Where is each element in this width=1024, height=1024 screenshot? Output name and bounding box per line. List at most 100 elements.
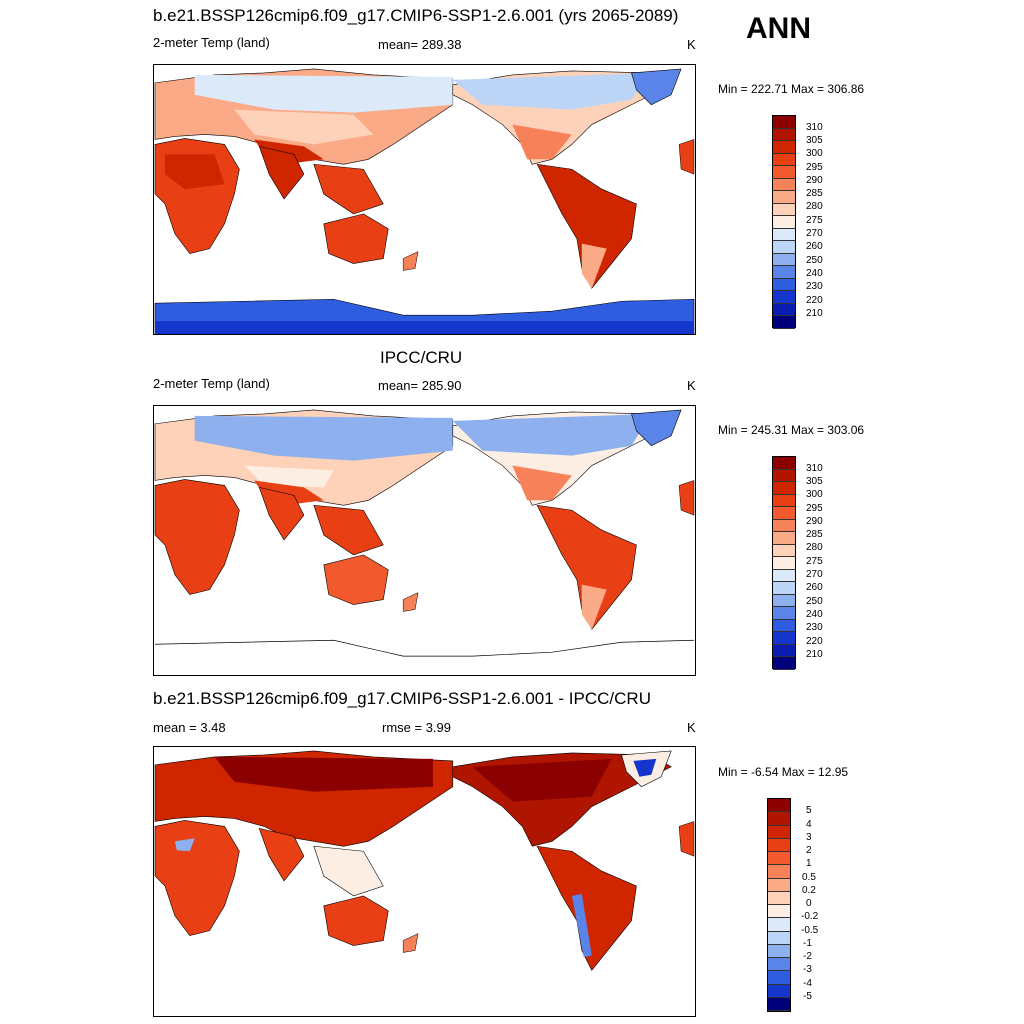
colorbar-label: 260 <box>806 582 823 593</box>
colorbar-swatch <box>773 291 795 304</box>
colorbar-swatch <box>768 944 790 958</box>
australia-region <box>323 213 389 264</box>
colorbar-label: 240 <box>806 609 823 620</box>
colorbar-model <box>772 115 796 329</box>
panel-minmax-model: Min = 222.71 Max = 306.86 <box>718 82 865 96</box>
colorbar-label: -0.2 <box>801 911 819 922</box>
colorbar-label: -4 <box>803 978 812 989</box>
panel-minmax-obs: Min = 245.31 Max = 303.06 <box>718 423 865 437</box>
map-model-svg <box>154 68 695 334</box>
map-diff-svg <box>154 750 695 971</box>
map-obs <box>153 405 696 676</box>
colorbar-swatch <box>768 878 790 892</box>
colorbar-swatch <box>773 203 795 217</box>
map-model <box>153 64 696 335</box>
map-obs-svg <box>154 409 695 657</box>
colorbar-swatch <box>773 303 795 317</box>
colorbar-label: -1 <box>803 938 812 949</box>
colorbar-label: 275 <box>806 556 823 567</box>
australia-region <box>323 554 389 605</box>
colorbar-swatch <box>773 228 795 242</box>
colorbar-swatch <box>768 918 790 932</box>
colorbar-label: 250 <box>806 255 823 266</box>
colorbar-swatch <box>773 582 795 595</box>
panel-title-model: b.e21.BSSP126cmip6.f09_g17.CMIP6-SSP1-2.… <box>153 6 679 25</box>
colorbar-swatch <box>773 632 795 645</box>
australia-region <box>323 895 389 946</box>
colorbar-swatch <box>773 469 795 483</box>
africa-region <box>154 820 240 936</box>
colorbar-label: 280 <box>806 542 823 553</box>
colorbar-label: 1 <box>806 858 812 869</box>
colorbar-swatch <box>773 128 795 142</box>
colorbar-swatch <box>768 997 790 1011</box>
colorbar-swatch <box>773 153 795 167</box>
colorbar-swatch <box>768 852 790 866</box>
south-america-region <box>536 163 637 289</box>
colorbar-label: 305 <box>806 135 823 146</box>
colorbar-swatch <box>773 619 795 633</box>
panel-minmax-diff: Min = -6.54 Max = 12.95 <box>718 765 849 779</box>
south-america-region <box>536 845 637 971</box>
south-america-region <box>536 504 637 630</box>
colorbar-label: -0.5 <box>801 925 819 936</box>
colorbar-label: 2 <box>806 845 812 856</box>
colorbar-label: 260 <box>806 241 823 252</box>
greenland-region <box>631 409 682 447</box>
colorbar-label: 240 <box>806 268 823 279</box>
panel-left-label-model: 2-meter Temp (land) <box>153 35 270 50</box>
colorbar-swatch <box>768 891 790 905</box>
colorbar-swatch <box>768 799 790 813</box>
colorbar-swatch <box>773 494 795 508</box>
colorbar-swatch <box>768 812 790 826</box>
colorbar-swatch <box>773 644 795 658</box>
colorbar-label: 285 <box>806 529 823 540</box>
colorbar-label: -3 <box>803 964 812 975</box>
colorbar-label: 230 <box>806 281 823 292</box>
colorbar-swatch <box>773 482 795 495</box>
colorbar-label: 275 <box>806 215 823 226</box>
panel-units-obs: K <box>687 378 696 393</box>
india-region <box>258 486 305 541</box>
colorbar-swatch <box>773 266 795 279</box>
colorbar-swatch <box>773 241 795 254</box>
panel-left-label-obs: 2-meter Temp (land) <box>153 376 270 391</box>
colorbar-label: -5 <box>803 991 812 1002</box>
colorbar-swatch <box>768 865 790 879</box>
colorbar-swatch <box>773 278 795 292</box>
colorbar-label: 0.5 <box>802 872 816 883</box>
colorbar-swatch <box>773 657 795 670</box>
colorbar-swatch <box>773 557 795 570</box>
colorbar-swatch <box>773 191 795 204</box>
colorbar-label: 270 <box>806 228 823 239</box>
colorbar-label: 300 <box>806 148 823 159</box>
colorbar-swatch <box>768 958 790 972</box>
colorbar-swatch <box>773 457 795 470</box>
colorbar-swatch <box>768 838 790 852</box>
colorbar-swatch <box>773 519 795 533</box>
map-diff <box>153 746 696 1017</box>
colorbar-label: 290 <box>806 175 823 186</box>
colorbar-swatch <box>773 116 795 129</box>
colorbar-swatch <box>768 905 790 919</box>
colorbar-label: 250 <box>806 596 823 607</box>
panel-center-label-obs: mean= 285.90 <box>378 378 462 393</box>
colorbar-swatch <box>768 984 790 998</box>
colorbar-label: 310 <box>806 122 823 133</box>
colorbar-swatch <box>773 141 795 154</box>
africa-region <box>154 479 240 595</box>
colorbar-swatch <box>768 825 790 839</box>
colorbar-label: 270 <box>806 569 823 580</box>
panel-center-label-model: mean= 289.38 <box>378 37 462 52</box>
colorbar-diff <box>767 798 791 1012</box>
colorbar-swatch <box>773 594 795 608</box>
panel-left-label-diff: mean = 3.48 <box>153 720 226 735</box>
colorbar-label: 220 <box>806 295 823 306</box>
india-region <box>258 145 305 200</box>
se-asia-region <box>313 504 384 556</box>
colorbar-label: 295 <box>806 162 823 173</box>
colorbar-label: 3 <box>806 832 812 843</box>
colorbar-label: 0.2 <box>802 885 816 896</box>
colorbar-label: -2 <box>803 951 812 962</box>
panel-units-diff: K <box>687 720 696 735</box>
